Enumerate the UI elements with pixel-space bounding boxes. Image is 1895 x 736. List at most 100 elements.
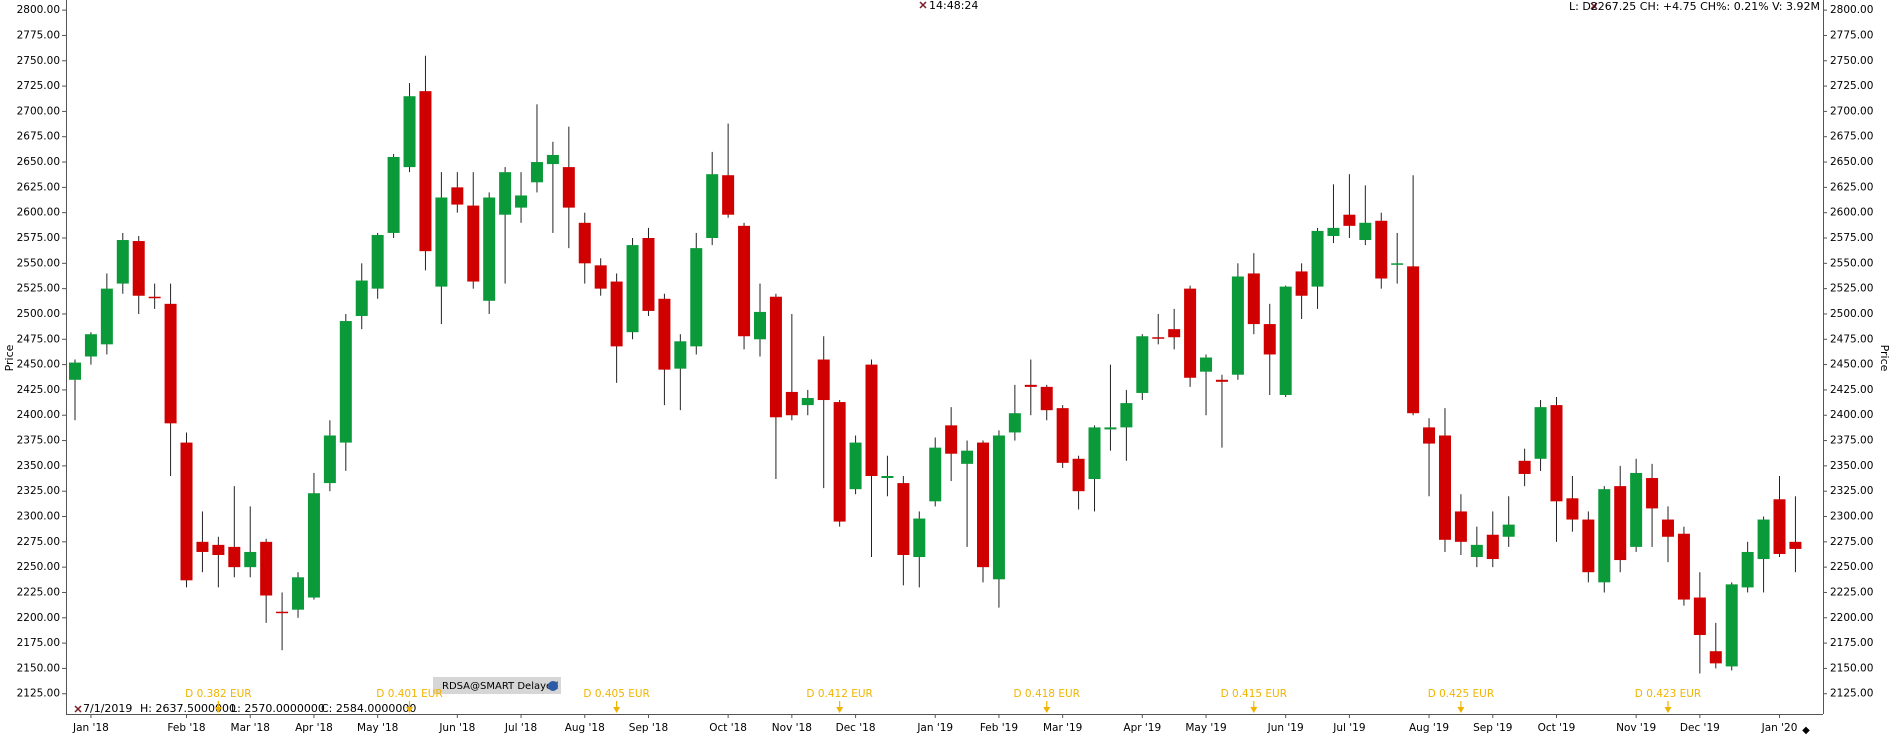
candle-body [1566, 498, 1579, 520]
candle-body [1438, 435, 1451, 540]
candle-body [706, 174, 719, 238]
y-tick-label: 2350.00 [17, 460, 60, 472]
candle-body [1741, 551, 1754, 588]
candle-body [865, 364, 878, 476]
candle-body [1454, 511, 1467, 542]
x-tick-label: May '19 [1185, 722, 1226, 734]
clock: 14:48:24 [929, 0, 978, 12]
candle-body [817, 359, 830, 401]
candle-body [1630, 472, 1643, 547]
x-tick-label: Oct '19 [1538, 722, 1576, 734]
candle-body [913, 518, 926, 558]
candle-body [722, 175, 735, 215]
y-tick-label-right: 2800.00 [1830, 4, 1873, 16]
candle-body [1391, 263, 1404, 265]
x-tick-label: Dec '18 [836, 722, 876, 734]
candle-body [1327, 227, 1340, 236]
candle-body [1550, 405, 1563, 502]
x-tick-label: Aug '19 [1409, 722, 1449, 734]
candle-body [833, 402, 846, 522]
candle-body [546, 154, 559, 165]
close-icon [1590, 2, 1598, 10]
candle-body [371, 234, 384, 289]
dividend-arrow-head [1457, 707, 1465, 713]
y-tick-label-right: 2225.00 [1830, 586, 1873, 598]
x-tick-label: Apr '19 [1123, 722, 1161, 734]
y-tick-label: 2650.00 [17, 156, 60, 168]
y-tick-label-right: 2450.00 [1830, 359, 1873, 371]
y-tick-label: 2150.00 [17, 662, 60, 674]
candle-body [945, 425, 958, 454]
y-tick-label-right: 2125.00 [1830, 688, 1873, 700]
candle-body [1470, 544, 1483, 558]
x-tick-label: Jan '18 [72, 722, 109, 734]
y-tick-label: 2275.00 [17, 536, 60, 548]
candle-body [1534, 407, 1547, 459]
y-tick-label-right: 2650.00 [1830, 156, 1873, 168]
candle-body [69, 362, 81, 380]
y-tick-label-right: 2600.00 [1830, 207, 1873, 219]
candle-body [1725, 584, 1738, 667]
y-tick-label-right: 2725.00 [1830, 80, 1873, 92]
dividend-arrow-head [836, 707, 844, 713]
x-tick-label: Jun '18 [438, 722, 475, 734]
candle-body [1040, 386, 1053, 411]
y-tick-label: 2200.00 [17, 612, 60, 624]
y-tick-label-right: 2700.00 [1830, 105, 1873, 117]
info-high: H: 2637.5000000 [140, 702, 236, 715]
symbol-box [433, 677, 561, 694]
candle-body [339, 321, 352, 443]
candle-body [164, 303, 177, 424]
candle-body [1247, 273, 1260, 325]
y-tick-label: 2125.00 [17, 688, 60, 700]
x-tick-label: Feb '19 [980, 722, 1018, 734]
candle-body [1008, 413, 1021, 433]
y-tick-label: 2475.00 [17, 333, 60, 345]
candle-body [1518, 460, 1531, 474]
y-tick-label: 2500.00 [17, 308, 60, 320]
candle-body [578, 222, 591, 264]
x-tick-label: Oct '18 [709, 722, 747, 734]
y-tick-label-right: 2175.00 [1830, 637, 1873, 649]
candle-body [1789, 541, 1802, 549]
info-low: L: 2570.0000000 [231, 702, 325, 715]
close-icon [74, 705, 82, 713]
y-tick-label-right: 2550.00 [1830, 257, 1873, 269]
candle-body [1279, 286, 1292, 395]
x-tick-label: Jul '19 [1332, 722, 1365, 734]
candle-body [1423, 427, 1436, 444]
y-tick-label: 2800.00 [17, 4, 60, 16]
candle-body [562, 167, 575, 208]
scroll-button[interactable]: ◆ [1802, 725, 1810, 736]
candle-body [483, 197, 496, 301]
candle-body [1773, 499, 1786, 554]
candle-body [801, 398, 814, 406]
y-tick-label: 2175.00 [17, 637, 60, 649]
candle-body [228, 546, 241, 568]
candle-body [674, 341, 687, 369]
y-tick-label-right: 2325.00 [1830, 485, 1873, 497]
candle-body [769, 296, 782, 418]
y-tick-label: 2600.00 [17, 207, 60, 219]
candle-body [992, 435, 1005, 580]
y-tick-label-right: 2675.00 [1830, 131, 1873, 143]
candle-body [1136, 336, 1149, 393]
y-tick-label-right: 2300.00 [1830, 511, 1873, 523]
candle-body [307, 493, 320, 598]
globe-icon [548, 681, 558, 691]
candle-body [1502, 524, 1515, 537]
x-tick-label: Sep '18 [629, 722, 668, 734]
x-tick-label: Aug '18 [565, 722, 605, 734]
y-tick-label-right: 2475.00 [1830, 333, 1873, 345]
symbol: RDSA@SMART Delayed [442, 681, 559, 692]
candle-body [610, 281, 623, 347]
x-tick-label: May '18 [357, 722, 398, 734]
candle-body [435, 197, 448, 287]
candle-body [419, 91, 432, 252]
info-close: C: 2584.0000000 [321, 702, 416, 715]
candle-body [594, 265, 607, 289]
x-tick-label: Dec '19 [1680, 722, 1720, 734]
y-tick-label: 2575.00 [17, 232, 60, 244]
